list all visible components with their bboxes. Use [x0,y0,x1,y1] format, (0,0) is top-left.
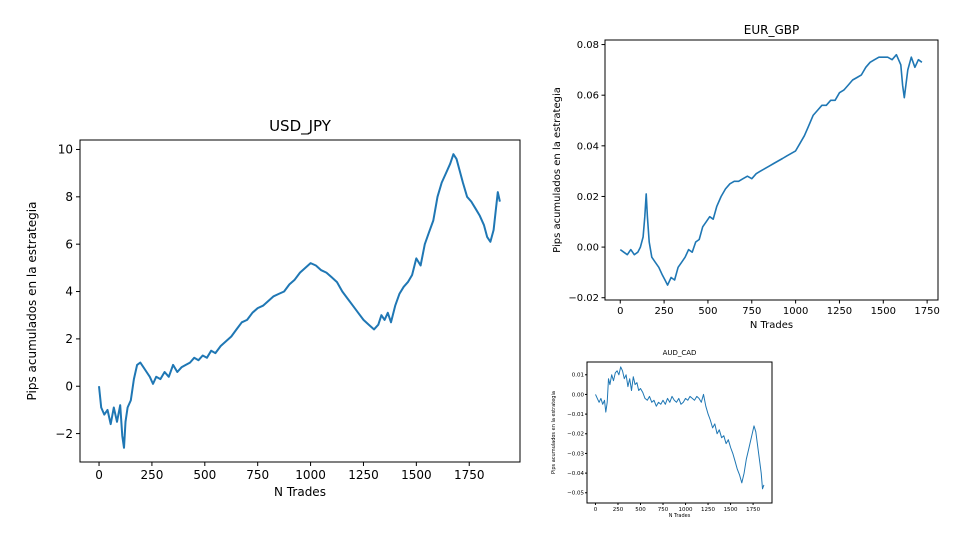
usd-jpy-series-line [98,153,501,449]
aud-cad-plot-frame [586,361,773,504]
aud-cad-x-tick-label: 750 [658,507,669,513]
aud-cad-y-axis-label: Pips acumulados en la estrategia [551,391,557,474]
eur-gbp-x-tick-label: 1250 [827,306,852,317]
aud-cad-x-tick-label: 0 [594,507,598,513]
aud-cad-x-tick-label: 250 [613,507,624,513]
usd-jpy-y-tick-label: −2 [55,427,73,441]
aud-cad-y-tick-label: −0.05 [567,491,584,497]
aud-cad-y-tick-label: 0.00 [572,392,585,398]
eur-gbp-series-line [619,53,923,286]
usd-jpy-x-tick-label: 500 [193,468,216,482]
eur-gbp-x-axis-label: N Trades [750,320,793,331]
eur-gbp-title: EUR_GBP [744,23,799,37]
eur-gbp-y-tick-label: 0.06 [577,91,599,102]
aud-cad-y-tick-label: −0.01 [567,412,584,418]
eur-gbp-plot-frame [604,39,939,301]
aud-cad-chart-svg: AUD_CAD 0 250 500 750 1000 1250 1500 1750 −0.05 −0… [551,349,773,519]
usd-jpy-y-tick-label: 6 [65,237,73,251]
eur-gbp-chart: EUR_GBP 0 250 500 750 1000 1250 1500 1750 −0.02 0.… [548,18,948,338]
eur-gbp-x-tick-label: 250 [655,306,674,317]
aud-cad-y-tick-label: −0.04 [567,471,584,477]
usd-jpy-x-tick-label: 1750 [454,468,485,482]
usd-jpy-chart-svg: USD_JPY 0 250 500 750 1000 1250 1500 1750 −2 0 2 4 6 8… [25,117,521,499]
eur-gbp-x-tick-label: 1750 [914,306,939,317]
eur-gbp-x-tick-label: 500 [698,306,717,317]
eur-gbp-y-tick-label: −0.02 [568,293,599,304]
eur-gbp-x-tick-label: 750 [742,306,761,317]
usd-jpy-title: USD_JPY [269,117,332,136]
usd-jpy-x-tick-label: 1500 [401,468,432,482]
usd-jpy-x-tick-label: 1000 [295,468,326,482]
aud-cad-x-tick-label: 1000 [679,507,693,513]
eur-gbp-x-tick-label: 1500 [871,306,896,317]
usd-jpy-chart: USD_JPY 0 250 500 750 1000 1250 1500 1750 −2 0 2 4 6 8… [25,112,530,512]
usd-jpy-y-tick-label: 4 [65,285,73,299]
aud-cad-x-tick-label: 1750 [746,507,760,513]
aud-cad-x-axis-label: N Trades [669,513,691,519]
eur-gbp-y-axis-label: Pips acumulados en la estrategia [552,87,563,253]
aud-cad-chart: AUD_CAD 0 250 500 750 1000 1250 1500 1750 −0.05 −0… [548,345,780,525]
aud-cad-y-tick-label: −0.03 [567,451,584,457]
usd-jpy-plot-frame [79,139,521,463]
usd-jpy-x-tick-label: 750 [246,468,269,482]
eur-gbp-y-tick-label: 0.08 [577,40,599,51]
usd-jpy-x-tick-label: 250 [140,468,163,482]
aud-cad-series-line [595,366,765,490]
eur-gbp-chart-svg: EUR_GBP 0 250 500 750 1000 1250 1500 1750 −0.02 0.… [552,23,940,331]
eur-gbp-y-tick-label: 0.04 [577,141,599,152]
usd-jpy-x-axis-label: N Trades [274,485,326,499]
eur-gbp-y-tick-label: 0.00 [577,243,599,254]
usd-jpy-y-tick-label: 8 [65,190,73,204]
eur-gbp-y-tick-label: 0.02 [577,192,599,203]
aud-cad-x-tick-label: 1250 [701,507,715,513]
eur-gbp-x-tick-label: 1000 [783,306,808,317]
usd-jpy-y-axis-label: Pips acumulados en la estrategia [25,202,39,401]
aud-cad-title: AUD_CAD [663,349,697,357]
aud-cad-x-tick-label: 500 [635,507,646,513]
aud-cad-y-tick-label: 0.01 [572,373,584,379]
usd-jpy-y-tick-label: 0 [65,379,73,393]
aud-cad-y-tick-label: −0.02 [567,432,584,438]
usd-jpy-y-tick-label: 2 [65,332,73,346]
usd-jpy-y-tick-label: 10 [58,143,73,157]
eur-gbp-x-tick-label: 0 [617,306,623,317]
usd-jpy-x-tick-label: 0 [95,468,103,482]
aud-cad-x-tick-label: 1500 [724,507,738,513]
usd-jpy-x-tick-label: 1250 [348,468,379,482]
